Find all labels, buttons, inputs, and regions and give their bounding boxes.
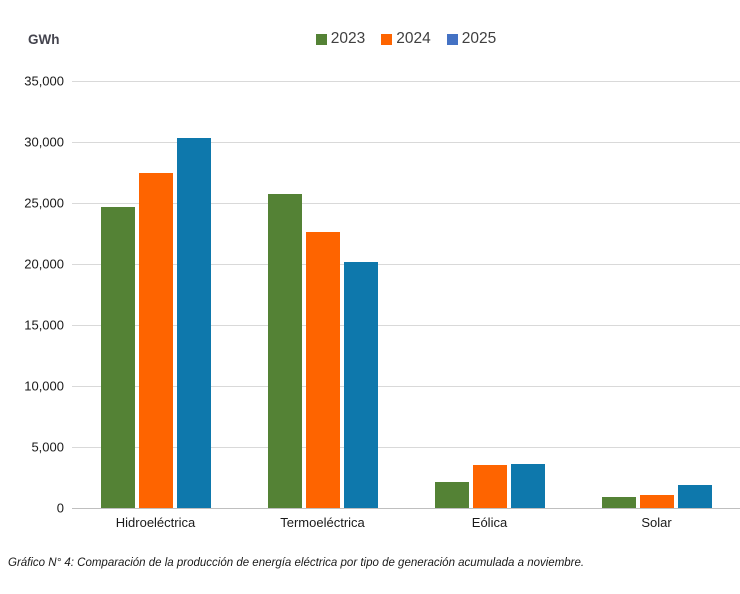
gridline [72,142,740,143]
y-axis-tick-label: 30,000 [24,134,64,150]
bar-termoelectrica-2023 [267,194,302,508]
gridline [72,203,740,204]
x-axis-category-label-eolica: Eólica [471,515,508,530]
x-axis-category-label-termoelectrica: Termoeléctrica [280,515,365,530]
bar-eolica-2024 [472,465,507,508]
y-axis-tick-label: 10,000 [24,378,64,394]
x-axis-category-label-solar: Solar [641,515,672,530]
legend-swatch-icon [381,33,393,45]
y-axis-tick-label: 35,000 [24,73,64,89]
chart-legend: 2023 2024 2025 [72,30,740,48]
bar-termoelectrica-2024 [305,232,340,508]
y-axis-tick-label: 15,000 [24,317,64,333]
bar-hidroelectrica-2023 [100,206,135,508]
y-axis-tick-label: 5,000 [31,439,64,455]
bar-solar-2025 [677,484,712,508]
y-axis-tick-label: 20,000 [24,256,64,272]
legend-label: 2023 [330,30,366,47]
y-axis-tick-label: 0 [56,500,64,516]
y-axis-tick-label: 25,000 [24,195,64,211]
gridline [72,386,740,387]
y-axis-unit-label: GWh [28,32,60,47]
legend-swatch-icon [446,33,458,45]
gridline [72,447,740,448]
bar-solar-2024 [639,494,674,508]
legend-item-2025: 2025 [446,30,497,48]
x-axis-line [72,508,740,509]
gridline [72,325,740,326]
legend-swatch-icon [315,33,327,45]
bar-eolica-2025 [510,464,545,508]
chart-caption: Gráfico N° 4: Comparación de la producci… [8,557,585,569]
legend-label: 2025 [461,30,497,47]
plot-area: 0 5,000 10,000 15,000 20,000 25,000 30,000 35,0… [24,74,740,530]
bar-hidroelectrica-2025 [176,138,211,508]
bar-termoelectrica-2025 [343,261,378,508]
gridline [72,264,740,265]
bar-hidroelectrica-2024 [138,172,173,508]
bar-eolica-2023 [434,482,469,508]
x-axis-category-label-hidroelectrica: Hidroeléctrica [115,515,196,530]
legend-label: 2024 [396,30,431,47]
legend-item-2024: 2024 [381,30,431,48]
bar-solar-2023 [601,497,636,508]
legend-item-2023: 2023 [315,30,366,48]
gridline [72,81,740,82]
